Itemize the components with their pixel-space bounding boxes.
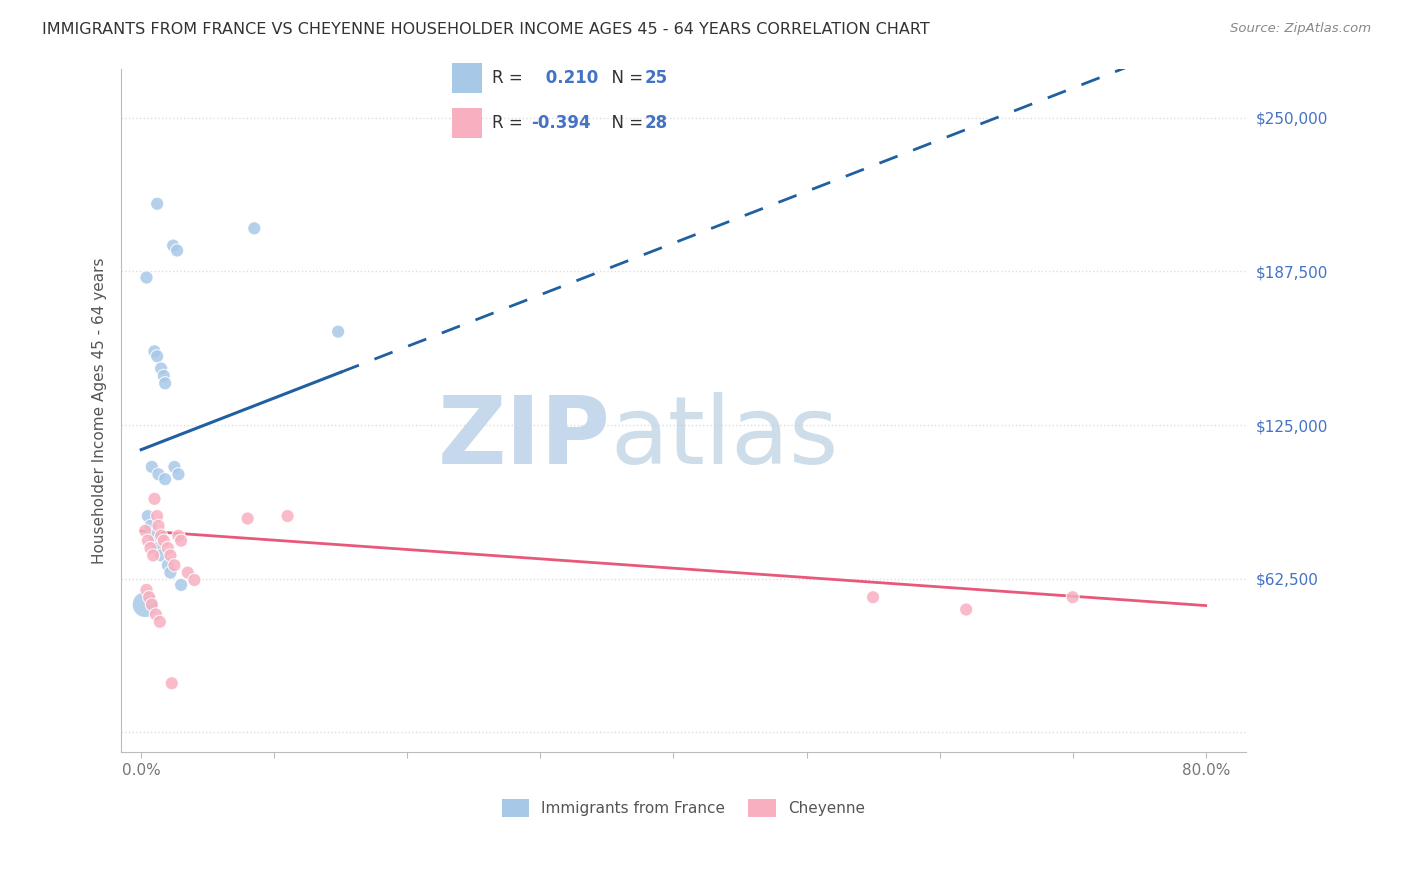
Point bbox=[159, 549, 181, 563]
Text: atlas: atlas bbox=[610, 392, 838, 483]
Point bbox=[149, 615, 172, 629]
Point bbox=[142, 549, 165, 563]
Point bbox=[153, 472, 176, 486]
Point bbox=[160, 676, 183, 690]
Text: R =: R = bbox=[492, 114, 527, 132]
Point bbox=[134, 524, 156, 538]
Point bbox=[139, 519, 162, 533]
Point bbox=[167, 529, 190, 543]
Point bbox=[862, 591, 884, 605]
Point bbox=[159, 566, 181, 580]
Point bbox=[148, 467, 170, 482]
Point bbox=[141, 598, 163, 612]
Point bbox=[136, 509, 159, 524]
Point bbox=[143, 529, 166, 543]
Legend: Immigrants from France, Cheyenne: Immigrants from France, Cheyenne bbox=[496, 793, 872, 823]
Text: 0.210: 0.210 bbox=[540, 69, 599, 87]
Point bbox=[162, 238, 184, 252]
Point bbox=[146, 509, 169, 524]
Point bbox=[145, 607, 167, 622]
Point bbox=[134, 598, 156, 612]
Point bbox=[146, 349, 169, 363]
Point bbox=[150, 549, 173, 563]
Text: -0.394: -0.394 bbox=[531, 114, 591, 132]
Point bbox=[326, 325, 349, 339]
Point bbox=[170, 578, 193, 592]
Point bbox=[135, 270, 157, 285]
Point bbox=[166, 244, 188, 258]
Point bbox=[135, 582, 157, 597]
Point bbox=[243, 221, 266, 235]
Point bbox=[167, 467, 190, 482]
Point bbox=[177, 566, 200, 580]
Point bbox=[141, 459, 163, 474]
Point bbox=[955, 602, 977, 616]
Point bbox=[153, 533, 176, 548]
Point bbox=[150, 361, 173, 376]
Point bbox=[156, 541, 179, 555]
Y-axis label: Householder Income Ages 45 - 64 years: Householder Income Ages 45 - 64 years bbox=[93, 257, 107, 564]
Point bbox=[136, 533, 159, 548]
Point bbox=[183, 573, 205, 587]
Text: 25: 25 bbox=[645, 69, 668, 87]
Point bbox=[163, 459, 186, 474]
Point bbox=[139, 541, 162, 555]
Point bbox=[138, 591, 160, 605]
Point bbox=[163, 558, 186, 573]
Point bbox=[170, 533, 193, 548]
FancyBboxPatch shape bbox=[453, 108, 482, 138]
Point bbox=[143, 491, 166, 506]
Point bbox=[153, 376, 176, 391]
Point bbox=[153, 368, 176, 383]
Point bbox=[143, 344, 166, 359]
FancyBboxPatch shape bbox=[453, 63, 482, 93]
Text: N =: N = bbox=[600, 114, 648, 132]
Point bbox=[236, 511, 259, 525]
Text: ZIP: ZIP bbox=[437, 392, 610, 483]
Point bbox=[148, 519, 170, 533]
Point bbox=[146, 196, 169, 211]
Point bbox=[156, 558, 179, 573]
Text: R =: R = bbox=[492, 69, 527, 87]
Text: 28: 28 bbox=[645, 114, 668, 132]
Text: IMMIGRANTS FROM FRANCE VS CHEYENNE HOUSEHOLDER INCOME AGES 45 - 64 YEARS CORRELA: IMMIGRANTS FROM FRANCE VS CHEYENNE HOUSE… bbox=[42, 22, 929, 37]
Point bbox=[277, 509, 299, 524]
Text: Source: ZipAtlas.com: Source: ZipAtlas.com bbox=[1230, 22, 1371, 36]
Point bbox=[1062, 591, 1084, 605]
Point bbox=[146, 541, 169, 555]
Point bbox=[150, 529, 173, 543]
Text: N =: N = bbox=[600, 69, 648, 87]
